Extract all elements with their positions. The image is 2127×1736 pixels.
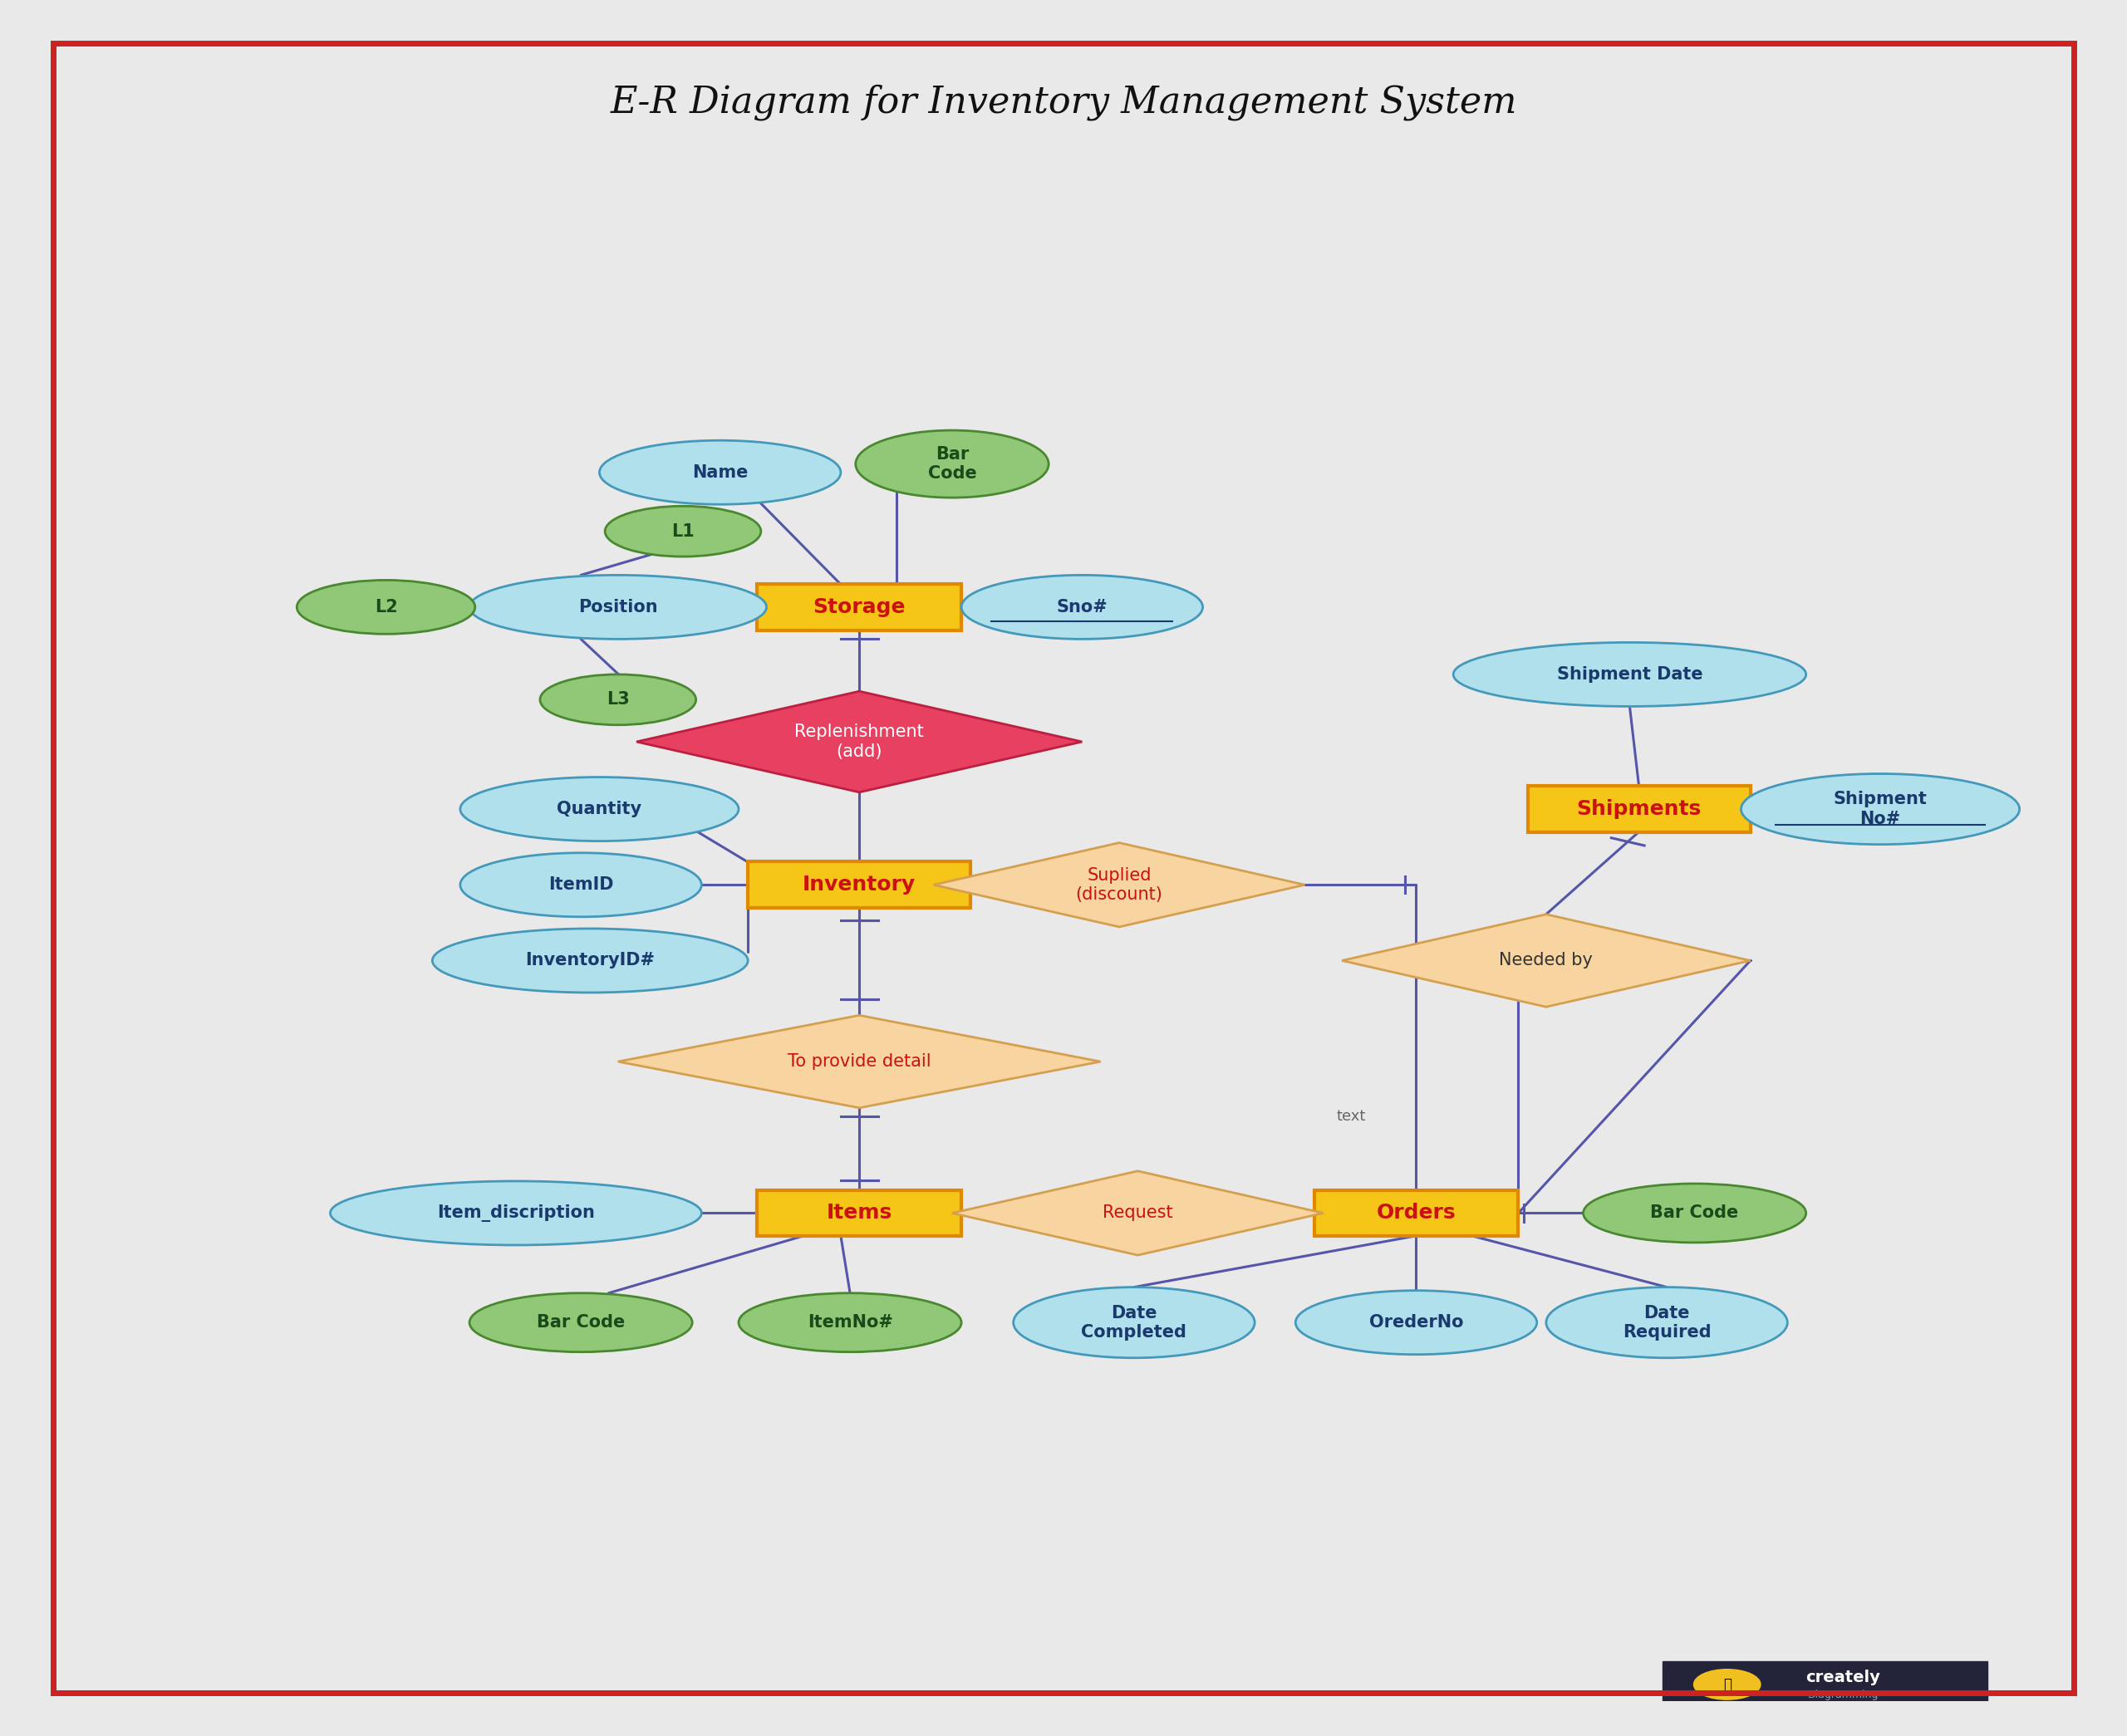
Polygon shape: [1342, 915, 1751, 1007]
Text: Date
Required: Date Required: [1623, 1304, 1710, 1340]
FancyBboxPatch shape: [757, 1189, 961, 1236]
Text: Items: Items: [827, 1203, 891, 1224]
Text: text: text: [1336, 1109, 1366, 1123]
Ellipse shape: [1582, 1184, 1806, 1243]
Text: To provide detail: To provide detail: [787, 1054, 932, 1069]
FancyBboxPatch shape: [1527, 786, 1751, 832]
Text: L1: L1: [672, 523, 696, 540]
FancyBboxPatch shape: [1314, 1189, 1519, 1236]
Text: Bar
Code: Bar Code: [927, 446, 976, 483]
Text: Date
Completed: Date Completed: [1081, 1304, 1187, 1340]
Text: 💡: 💡: [1723, 1677, 1731, 1693]
FancyBboxPatch shape: [757, 583, 961, 630]
Ellipse shape: [604, 507, 761, 557]
Text: Name: Name: [691, 464, 749, 481]
Ellipse shape: [298, 580, 474, 634]
Ellipse shape: [855, 431, 1049, 498]
Text: L3: L3: [606, 691, 630, 708]
Text: Shipments: Shipments: [1576, 799, 1702, 819]
Text: Inventory: Inventory: [802, 875, 917, 894]
Text: L2: L2: [374, 599, 398, 615]
Text: Bar Code: Bar Code: [1651, 1205, 1738, 1222]
Circle shape: [1693, 1670, 1761, 1700]
Text: Item_discription: Item_discription: [436, 1205, 596, 1222]
Polygon shape: [934, 842, 1304, 927]
Text: Quantity: Quantity: [557, 800, 642, 818]
Ellipse shape: [961, 575, 1202, 639]
Text: InventoryID#: InventoryID#: [525, 953, 655, 969]
Text: Suplied
(discount): Suplied (discount): [1076, 866, 1163, 903]
Ellipse shape: [540, 674, 696, 726]
Text: ItemNo#: ItemNo#: [808, 1314, 893, 1332]
Text: Replenishment
(add): Replenishment (add): [795, 724, 923, 760]
Ellipse shape: [459, 778, 738, 840]
Ellipse shape: [1295, 1290, 1538, 1354]
Text: Needed by: Needed by: [1500, 953, 1593, 969]
Text: Shipment
No#: Shipment No#: [1833, 792, 1927, 826]
Ellipse shape: [470, 1293, 691, 1352]
Text: Request: Request: [1102, 1205, 1172, 1222]
Polygon shape: [953, 1172, 1323, 1255]
Ellipse shape: [600, 441, 840, 505]
Ellipse shape: [738, 1293, 961, 1352]
Ellipse shape: [1012, 1286, 1255, 1358]
Ellipse shape: [459, 852, 702, 917]
Ellipse shape: [1546, 1286, 1787, 1358]
Ellipse shape: [432, 929, 749, 993]
Text: Storage: Storage: [813, 597, 906, 616]
Text: Diagramming: Diagramming: [1808, 1689, 1878, 1700]
Text: Shipment Date: Shipment Date: [1557, 667, 1702, 682]
Polygon shape: [619, 1016, 1100, 1108]
Ellipse shape: [330, 1180, 702, 1245]
FancyBboxPatch shape: [749, 861, 970, 908]
Text: E-R Diagram for Inventory Management System: E-R Diagram for Inventory Management Sys…: [610, 83, 1517, 120]
Text: Position: Position: [579, 599, 657, 615]
Polygon shape: [636, 691, 1083, 792]
FancyBboxPatch shape: [1661, 1661, 1987, 1708]
Text: Sno#: Sno#: [1057, 599, 1108, 615]
Ellipse shape: [1742, 774, 2019, 844]
Text: creately: creately: [1806, 1670, 1880, 1686]
Ellipse shape: [470, 575, 766, 639]
Text: Bar Code: Bar Code: [536, 1314, 625, 1332]
Text: ItemID: ItemID: [549, 877, 613, 892]
Text: OrederNo: OrederNo: [1370, 1314, 1463, 1332]
Text: Orders: Orders: [1376, 1203, 1455, 1224]
Ellipse shape: [1453, 642, 1806, 707]
